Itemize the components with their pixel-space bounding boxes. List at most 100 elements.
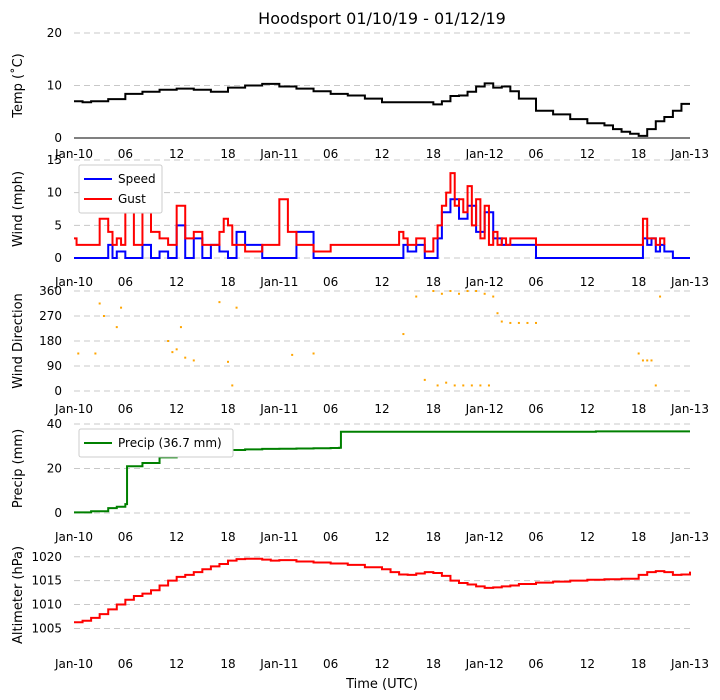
x-tick-label: 18 [426, 657, 441, 671]
x-tick-label: 06 [118, 402, 133, 416]
x-tick-label: 12 [169, 657, 184, 671]
data-point [479, 384, 482, 387]
x-tick-label: 12 [374, 657, 389, 671]
legend [78, 164, 163, 214]
x-tick-label: Jan-12 [465, 657, 504, 671]
x-tick-label: 18 [220, 275, 235, 289]
x-tick-label: Jan-10 [54, 657, 93, 671]
y-tick-label: 1015 [31, 574, 62, 588]
y-tick-label: 0 [54, 251, 62, 265]
data-point [462, 384, 465, 387]
y-tick-label: 40 [47, 417, 62, 431]
series-line [74, 198, 690, 259]
x-tick-label: 06 [118, 147, 133, 161]
x-tick-label: 12 [580, 275, 595, 289]
data-point [509, 321, 512, 324]
x-axis-label: Time (UTC) [345, 677, 418, 692]
y-tick-label: 15 [47, 153, 62, 167]
x-tick-label: Jan-11 [259, 402, 298, 416]
y-tick-label: 180 [39, 334, 62, 348]
data-point [492, 295, 495, 298]
x-tick-label: Jan-10 [54, 147, 93, 161]
data-point [167, 340, 170, 342]
data-point [517, 321, 520, 324]
x-tick-label: 12 [374, 275, 389, 289]
x-tick-label: 12 [169, 147, 184, 161]
y-tick-label: 1020 [31, 550, 62, 564]
x-tick-label: 06 [528, 530, 543, 544]
data-point [535, 321, 537, 324]
series-line [74, 82, 690, 137]
data-point [291, 353, 294, 356]
x-tick-label: 06 [323, 657, 338, 671]
data-point [94, 352, 97, 355]
y-tick-label: 20 [47, 462, 62, 476]
y-tick-label: 1010 [31, 598, 62, 612]
data-point [423, 378, 426, 381]
data-point [449, 290, 452, 292]
x-tick-label: 12 [374, 147, 389, 161]
y-axis-label: Precip (mm) [11, 429, 26, 508]
series-line [74, 430, 690, 514]
panel-2: 0 5 10 15 Jan-10 06 12 18 Jan-11 06 12 18 Jan-12 06 12… [11, 153, 709, 289]
x-tick-label: 06 [323, 275, 338, 289]
x-tick-label: 12 [374, 402, 389, 416]
data-point [659, 295, 662, 298]
x-tick-label: Jan-10 [54, 530, 93, 544]
data-point [650, 359, 653, 362]
data-point [184, 356, 187, 359]
data-point [458, 292, 460, 295]
data-point [646, 359, 649, 362]
x-tick-label: 06 [528, 402, 543, 416]
series-line [74, 172, 666, 253]
y-tick-label: 20 [47, 26, 62, 40]
data-point [402, 333, 405, 336]
x-tick-label: Jan-11 [259, 657, 298, 671]
data-point [227, 360, 229, 363]
data-point [496, 312, 499, 315]
data-point [466, 290, 469, 292]
data-point [179, 326, 182, 329]
x-tick-label: 12 [169, 530, 184, 544]
legend-label: Precip (36.7 mm) [118, 436, 222, 450]
x-tick-label: 06 [323, 402, 338, 416]
data-point [637, 352, 640, 355]
data-point [453, 384, 456, 387]
x-tick-label: Jan-12 [465, 147, 504, 161]
x-tick-label: 06 [528, 275, 543, 289]
data-point [654, 384, 657, 387]
x-tick-label: 18 [426, 402, 441, 416]
x-tick-label: 06 [528, 657, 543, 671]
x-tick-label: 18 [426, 275, 441, 289]
data-point [175, 348, 178, 351]
panel-3: 0 90 180 270 360 Jan-10 06 12 18 Jan-11 06 12 18 Jan-… [11, 284, 709, 416]
y-tick-label: 0 [54, 506, 62, 520]
x-tick-label: 12 [580, 147, 595, 161]
x-tick-label: Jan-12 [465, 402, 504, 416]
x-tick-label: 18 [631, 657, 646, 671]
x-tick-label: Jan-10 [54, 275, 93, 289]
data-point [432, 290, 435, 292]
panel-4: 0 20 40 Jan-10 06 12 18 Jan-11 06 12 18 Jan-12 06 12 1… [11, 417, 709, 544]
x-tick-label: 06 [323, 147, 338, 161]
data-point [171, 351, 174, 354]
x-tick-label: 18 [631, 402, 646, 416]
x-tick-label: 06 [118, 657, 133, 671]
panel-5: 1005 1010 1015 1020 Jan-10 06 12 18 Jan-11 06 12 18… [11, 546, 709, 671]
y-axis-label: Altimeter (hPa) [11, 546, 26, 644]
data-point [436, 384, 439, 387]
x-tick-label: Jan-13 [670, 402, 709, 416]
x-tick-label: Jan-13 [670, 530, 709, 544]
x-tick-label: Jan-12 [465, 275, 504, 289]
y-tick-label: 90 [47, 359, 62, 373]
x-tick-label: 06 [118, 530, 133, 544]
y-axis-label: Wind (mph) [11, 171, 26, 247]
data-point [218, 301, 221, 304]
y-tick-label: 10 [47, 186, 62, 200]
x-tick-label: 18 [426, 530, 441, 544]
y-tick-label: 10 [47, 79, 62, 93]
data-point [483, 292, 486, 295]
data-point [120, 306, 123, 309]
x-tick-label: Jan-11 [259, 530, 298, 544]
